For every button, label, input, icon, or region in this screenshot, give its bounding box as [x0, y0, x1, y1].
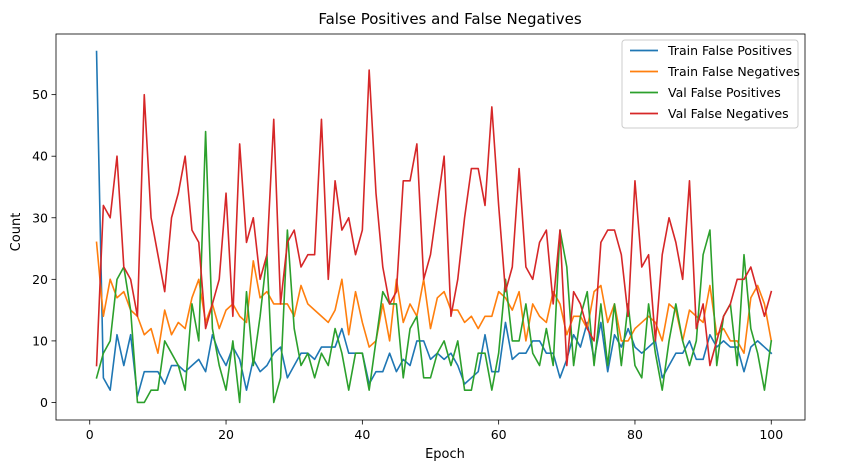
x-axis-label: Epoch: [425, 447, 465, 462]
legend-label: Train False Positives: [667, 43, 792, 58]
x-axis-ticks: 0 20 40 60 80 100: [86, 420, 783, 442]
plot-frame: [55, 33, 806, 421]
legend: Train False Positives Train False Negativ…: [621, 39, 800, 129]
x-tick-label: 40: [354, 427, 370, 442]
plot-area: 0 20 40 60 80 100 0 10 20 30 40 50: [32, 33, 806, 442]
legend-label: Val False Negatives: [668, 106, 789, 121]
x-tick-label: 20: [218, 427, 234, 442]
series-layer: [95, 50, 773, 404]
y-tick-label: 30: [32, 210, 48, 225]
series-line-val-false-negatives: [95, 69, 773, 367]
x-tick-label: 0: [86, 427, 94, 442]
legend-box: [621, 39, 799, 129]
legend-label: Train False Negatives: [667, 64, 800, 79]
chart-title: False Positives and False Negatives: [318, 10, 582, 28]
x-tick-label: 80: [627, 427, 643, 442]
y-axis-label: Count: [9, 213, 24, 252]
legend-label: Val False Positives: [668, 85, 781, 100]
y-tick-label: 10: [32, 333, 48, 348]
x-tick-label: 60: [491, 427, 507, 442]
y-tick-label: 20: [32, 272, 48, 287]
y-axis-ticks: 0 10 20 30 40 50: [32, 87, 56, 410]
series-line-train-false-positives: [95, 50, 773, 398]
series-line-val-false-positives: [95, 130, 773, 404]
y-tick-label: 50: [32, 87, 48, 102]
y-tick-label: 40: [32, 149, 48, 164]
x-tick-label: 100: [759, 427, 783, 442]
series-line-train-false-negatives: [95, 241, 773, 355]
y-tick-label: 0: [40, 395, 48, 410]
